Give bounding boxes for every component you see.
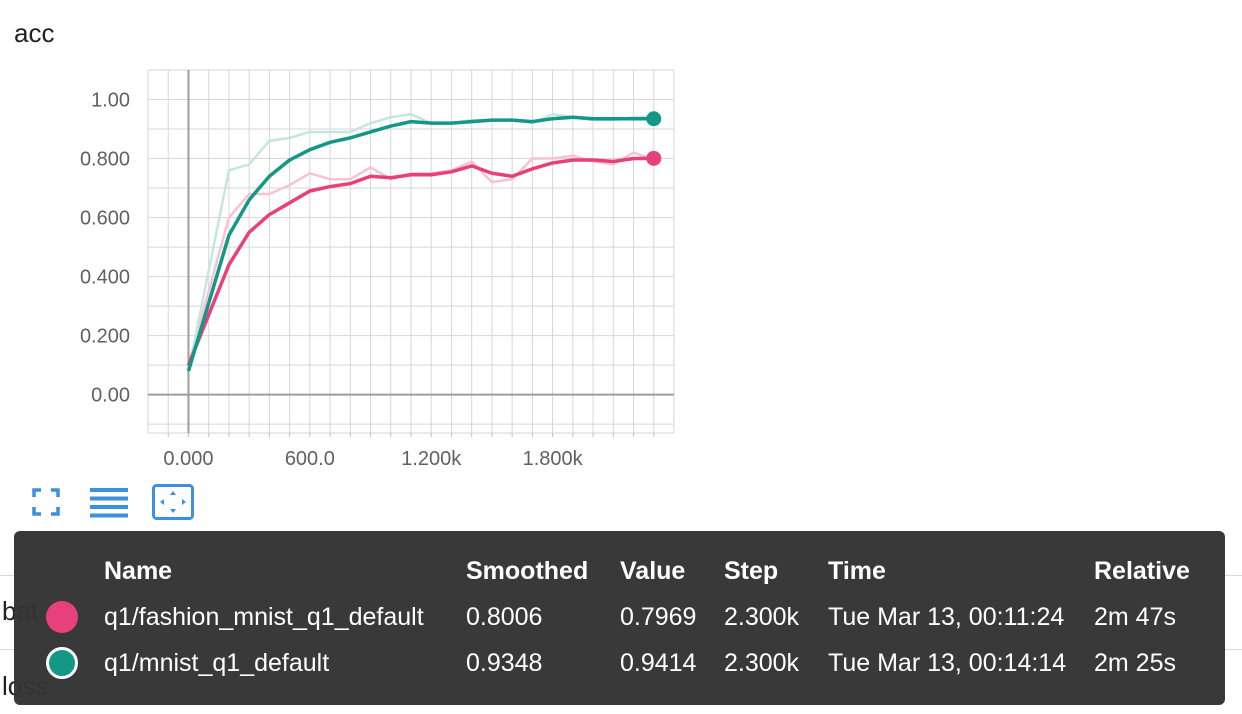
header-relative: Relative <box>1094 557 1190 585</box>
row-smoothed: 0.8006 <box>466 603 543 631</box>
chart-title: acc <box>14 18 55 48</box>
series-raw-line <box>187 113 654 372</box>
header-time: Time <box>828 557 886 585</box>
row-step: 2.300k <box>724 649 800 677</box>
row-value: 0.7969 <box>620 603 697 631</box>
series-endpoint-marker <box>646 150 662 166</box>
row-step: 2.300k <box>724 603 800 631</box>
y-tick-label: 1.00 <box>91 90 130 112</box>
tooltip-row: q1/fashion_mnist_q1_default 0.8006 0.796… <box>14 597 1225 637</box>
y-tick-label: 0.600 <box>80 208 130 230</box>
series-color-dot <box>46 647 78 679</box>
row-time: Tue Mar 13, 00:11:24 <box>828 603 1065 631</box>
y-tick-label: 0.400 <box>80 267 130 289</box>
tooltip-header: Name Smoothed Value Step Time Relative <box>14 551 1225 591</box>
y-tick-label: 0.200 <box>80 326 130 348</box>
header-name: Name <box>104 557 173 585</box>
header-value: Value <box>620 557 686 585</box>
header-step: Step <box>724 557 779 585</box>
row-relative: 2m 47s <box>1094 603 1176 631</box>
x-tick-label: 1.800k <box>523 448 584 470</box>
x-tick-label: 1.200k <box>401 448 462 470</box>
expand-icon[interactable] <box>32 488 60 516</box>
row-name: q1/fashion_mnist_q1_default <box>104 603 424 631</box>
row-time: Tue Mar 13, 00:14:14 <box>828 649 1067 677</box>
series-smoothed-line <box>186 156 654 366</box>
y-tick-label: 0.00 <box>91 385 130 407</box>
series-raw-line <box>187 151 655 366</box>
x-tick-label: 600.0 <box>285 448 335 470</box>
fit-domain-icon[interactable] <box>152 484 194 520</box>
row-name: q1/mnist_q1_default <box>104 649 330 677</box>
row-relative: 2m 25s <box>1094 649 1176 677</box>
x-tick-label: 0.000 <box>163 448 213 470</box>
chart-plot[interactable]: 0.00 0.200 0.400 0.600 0.800 1.00 0.000 600.0 1.… <box>0 0 1242 530</box>
header-smoothed: Smoothed <box>466 557 589 585</box>
series-smoothed-line <box>186 115 654 372</box>
row-smoothed: 0.9348 <box>466 649 543 677</box>
series-color-dot <box>46 601 78 633</box>
tooltip-row: q1/mnist_q1_default 0.9348 0.9414 2.300k… <box>14 643 1225 683</box>
row-value: 0.9414 <box>620 649 697 677</box>
y-tick-label: 0.800 <box>80 149 130 171</box>
series-endpoint-marker <box>646 111 662 127</box>
list-icon[interactable] <box>90 488 128 518</box>
values-tooltip: Name Smoothed Value Step Time Relative q… <box>14 531 1225 705</box>
